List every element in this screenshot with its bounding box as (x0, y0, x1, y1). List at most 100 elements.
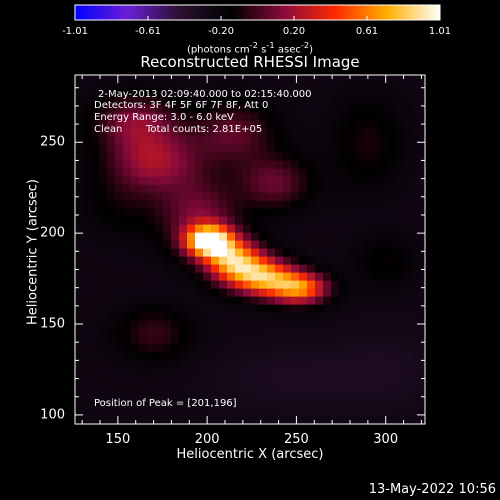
heatmap-cell (235, 328, 244, 337)
heatmap-cell (195, 304, 204, 313)
heatmap-cell (187, 104, 196, 113)
heatmap-cell (259, 256, 268, 265)
heatmap-cell (227, 288, 236, 297)
heatmap-cell (155, 176, 164, 185)
heatmap-cell (187, 184, 196, 193)
heatmap-cell (243, 416, 252, 424)
heatmap-cell (75, 272, 84, 281)
heatmap-cell (179, 280, 188, 289)
heatmap-cell (275, 96, 284, 105)
heatmap-cell (307, 208, 316, 217)
heatmap-cell (379, 168, 388, 177)
heatmap-cell (123, 176, 132, 185)
heatmap-cell (387, 80, 396, 89)
heatmap-cell (227, 75, 236, 81)
heatmap-cell (395, 168, 404, 177)
heatmap-cell (371, 192, 380, 201)
heatmap-cell (243, 104, 252, 113)
heatmap-cell (259, 272, 268, 281)
heatmap-cell (275, 400, 284, 409)
heatmap-cell (107, 224, 116, 233)
heatmap-cell (323, 344, 332, 353)
heatmap-cell (115, 224, 124, 233)
heatmap-cell (227, 304, 236, 313)
heatmap-cell (219, 216, 228, 225)
heatmap-cell (179, 216, 188, 225)
heatmap-cell (355, 96, 364, 105)
heatmap-cell (275, 88, 284, 97)
heatmap-cell (267, 240, 276, 249)
heatmap-cell (323, 112, 332, 121)
heatmap-cell (235, 344, 244, 353)
heatmap-cell (323, 312, 332, 321)
heatmap-cell (251, 136, 260, 145)
heatmap-cell (139, 304, 148, 313)
heatmap-cell (75, 176, 84, 185)
heatmap-cell (331, 104, 340, 113)
heatmap-cell (187, 272, 196, 281)
heatmap-cell (419, 200, 425, 209)
heatmap-cell (339, 272, 348, 281)
heatmap-cell (259, 75, 268, 81)
heatmap-cell (179, 272, 188, 281)
heatmap-cell (107, 152, 116, 161)
heatmap-cell (147, 360, 156, 369)
heatmap-cell (347, 240, 356, 249)
heatmap-cell (387, 192, 396, 201)
heatmap-cell (331, 384, 340, 393)
heatmap-cell (267, 208, 276, 217)
heatmap-cell (323, 224, 332, 233)
heatmap-cell (363, 312, 372, 321)
heatmap-cell (243, 75, 252, 81)
heatmap-cell (259, 312, 268, 321)
heatmap-cell (259, 160, 268, 169)
heatmap-cell (259, 320, 268, 329)
heatmap-cell (107, 384, 116, 393)
heatmap-cell (91, 160, 100, 169)
heatmap-cell (147, 88, 156, 97)
heatmap-cell (243, 392, 252, 401)
colorbar-tick-label: -1.01 (62, 26, 88, 37)
heatmap-cell (347, 232, 356, 241)
heatmap-cell (403, 280, 412, 289)
heatmap-cell (307, 232, 316, 241)
heatmap-cell (387, 352, 396, 361)
heatmap-cell (171, 144, 180, 153)
heatmap-cell (299, 408, 308, 417)
heatmap-cell (283, 288, 292, 297)
heatmap-cell (83, 272, 92, 281)
heatmap-cell (323, 376, 332, 385)
heatmap-cell (307, 136, 316, 145)
heatmap-cell (179, 232, 188, 241)
heatmap-cell (307, 408, 316, 417)
heatmap-cell (147, 248, 156, 257)
heatmap-cell (419, 256, 425, 265)
heatmap-cell (371, 184, 380, 193)
heatmap-cell (171, 248, 180, 257)
heatmap-cell (83, 408, 92, 417)
heatmap-cell (139, 208, 148, 217)
heatmap-cell (403, 264, 412, 273)
heatmap-cell (123, 160, 132, 169)
heatmap-cell (107, 216, 116, 225)
heatmap-cell (155, 376, 164, 385)
heatmap-cell (147, 128, 156, 137)
heatmap-cell (187, 392, 196, 401)
heatmap-cell (147, 144, 156, 153)
heatmap-cell (187, 400, 196, 409)
heatmap-cell (395, 296, 404, 305)
heatmap-cell (259, 136, 268, 145)
heatmap-cell (115, 112, 124, 121)
heatmap-cell (123, 232, 132, 241)
heatmap-cell (251, 144, 260, 153)
heatmap-cell (99, 208, 108, 217)
heatmap-cell (371, 104, 380, 113)
heatmap-cell (187, 344, 196, 353)
heatmap-cell (387, 304, 396, 313)
heatmap-cell (307, 368, 316, 377)
heatmap-cell (307, 384, 316, 393)
heatmap-cell (99, 88, 108, 97)
heatmap-cell (131, 320, 140, 329)
heatmap-cell (83, 192, 92, 201)
heatmap-cell (211, 264, 220, 273)
